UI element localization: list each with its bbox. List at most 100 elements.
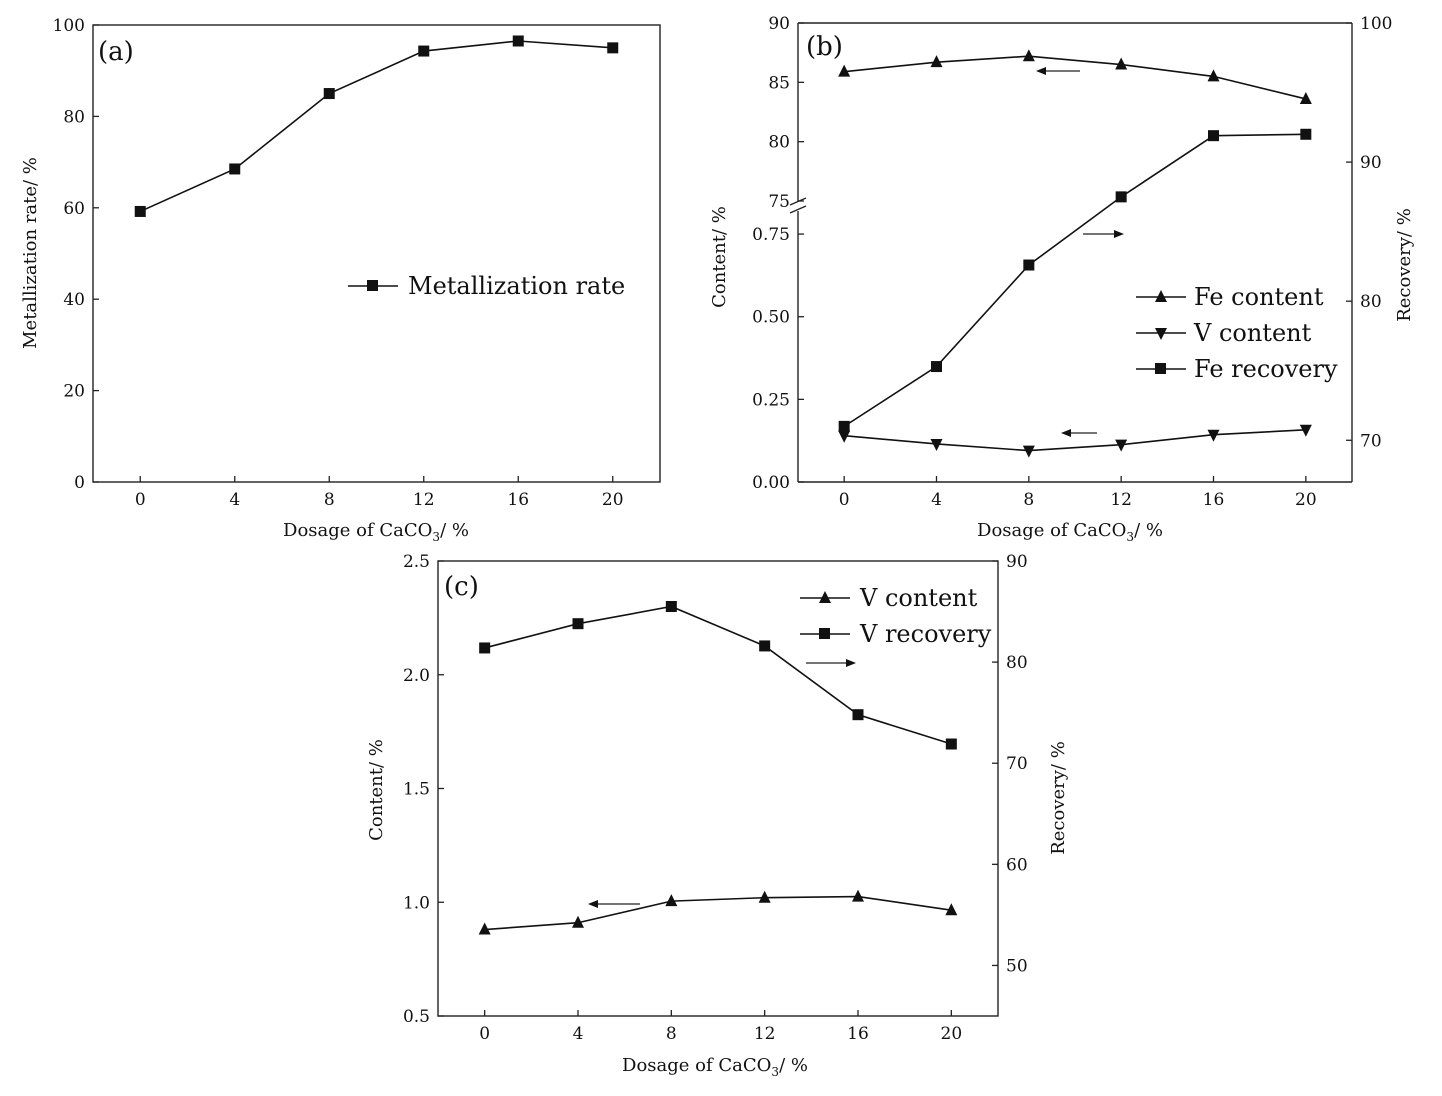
y-axis-lower-tick-label: 0.50 bbox=[752, 308, 790, 328]
fe-content-line bbox=[844, 55, 1307, 100]
panel-a-x-axis-title: Dosage of CaCO3/ % bbox=[283, 520, 469, 544]
fe-content-point bbox=[1299, 91, 1312, 104]
y-axis-lower-tick-label: 0.00 bbox=[752, 473, 790, 493]
v-content-point bbox=[665, 894, 678, 907]
v-recovery-point bbox=[572, 618, 584, 630]
panel-a-y-axis-title: Metallization rate/ % bbox=[20, 157, 41, 349]
panel-b-y2-axis-title: Recovery/ % bbox=[1394, 208, 1415, 322]
y-axis-tick-label: 0.5 bbox=[403, 1007, 430, 1027]
panel-a-label: (a) bbox=[98, 37, 134, 67]
x-axis-title-unit: / % bbox=[440, 520, 469, 541]
legend-label-v-content: V content bbox=[859, 584, 978, 612]
x-tick-label: 0 bbox=[479, 1024, 490, 1044]
x-tick-label: 0 bbox=[135, 490, 146, 510]
v-recovery-point bbox=[852, 709, 864, 721]
arrow-right-v-recovery bbox=[806, 659, 856, 667]
v-content-point bbox=[1115, 439, 1128, 452]
v-recovery-line bbox=[484, 605, 952, 745]
y-axis-upper-tick-label: 75 bbox=[768, 192, 790, 212]
legend-square-marker bbox=[367, 280, 378, 291]
metallization-rate-point bbox=[418, 45, 430, 57]
fe-recovery-point bbox=[1023, 259, 1035, 271]
x-tick-label: 12 bbox=[413, 490, 435, 510]
fe-recovery-point bbox=[931, 361, 942, 373]
v-content-point bbox=[852, 889, 864, 902]
x-tick-label: 8 bbox=[1023, 490, 1034, 510]
x-tick-label: 4 bbox=[229, 490, 240, 510]
v-content-line bbox=[844, 428, 1306, 452]
y-axis-tick-label: 1.5 bbox=[403, 780, 430, 800]
y2-axis-tick-label: 50 bbox=[1006, 956, 1028, 976]
x-axis-title-unit: / % bbox=[779, 1055, 808, 1076]
x-axis-title-subscript: 3 bbox=[432, 530, 440, 544]
legend-label-metallization-rate: Metallization rate bbox=[408, 272, 625, 300]
fe-content-point bbox=[1207, 69, 1220, 82]
metallization-rate-point bbox=[607, 42, 619, 54]
y2-axis-tick-label: 90 bbox=[1006, 552, 1028, 572]
x-axis-title-unit: / % bbox=[1134, 520, 1163, 541]
panel-b-x-axis-title: Dosage of CaCO3/ % bbox=[977, 520, 1163, 544]
arrow-left-v-content bbox=[588, 900, 640, 908]
y-axis-tick-label: 0 bbox=[74, 473, 85, 493]
v-recovery-point bbox=[945, 738, 957, 750]
x-axis-title-main: Dosage of CaCO bbox=[977, 520, 1126, 541]
panel-c-y2-axis-title: Recovery/ % bbox=[1048, 741, 1069, 855]
y-axis-tick-label: 100 bbox=[53, 16, 85, 36]
x-tick-label: 20 bbox=[941, 1024, 963, 1044]
x-tick-label: 12 bbox=[754, 1024, 776, 1044]
legend-square-marker bbox=[819, 628, 830, 639]
x-tick-label: 4 bbox=[573, 1024, 584, 1044]
v-recovery-point bbox=[665, 601, 677, 612]
panel-b-legend: Fe content V content Fe recovery bbox=[1136, 283, 1338, 383]
v-content-point bbox=[930, 438, 943, 451]
x-axis-title-subscript: 3 bbox=[1126, 530, 1134, 544]
fe-content-point bbox=[838, 64, 851, 77]
fe-content-point bbox=[1115, 57, 1128, 70]
y-axis-tick-label: 2.5 bbox=[403, 552, 430, 572]
fe-recovery-point bbox=[838, 420, 850, 432]
panel-b-y-axis-title: Content/ % bbox=[709, 206, 730, 308]
y-axis-tick-label: 2.0 bbox=[403, 666, 430, 686]
metallization-rate-point bbox=[229, 163, 241, 175]
arrow-left-v-content bbox=[1061, 429, 1097, 437]
legend-triangle-up-marker bbox=[819, 591, 831, 603]
legend-label-v-recovery: V recovery bbox=[859, 620, 992, 648]
y2-axis-tick-label: 60 bbox=[1006, 855, 1028, 875]
panel-c: (c) Content/ % Recovery/ % Dosage of CaC… bbox=[366, 552, 1069, 1079]
y2-axis-tick-label: 90 bbox=[1360, 153, 1382, 173]
panel-c-label: (c) bbox=[444, 572, 479, 602]
metallization-rate-point bbox=[323, 88, 335, 100]
v-content-point bbox=[478, 922, 491, 935]
fe-content-point bbox=[1022, 49, 1035, 62]
x-tick-label: 0 bbox=[839, 490, 850, 510]
y2-axis-tick-label: 70 bbox=[1006, 754, 1028, 774]
arrow-right-fe-recovery bbox=[1083, 230, 1124, 238]
y-axis-lower-tick-label: 0.25 bbox=[752, 390, 790, 410]
v-content-point bbox=[838, 430, 851, 443]
v-recovery-point bbox=[759, 640, 771, 652]
x-axis-title-main: Dosage of CaCO bbox=[622, 1055, 771, 1076]
x-tick-label: 20 bbox=[602, 490, 624, 510]
y-axis-tick-label: 20 bbox=[63, 382, 85, 402]
v-content-point bbox=[1022, 445, 1035, 458]
panel-a-legend: Metallization rate bbox=[348, 272, 625, 300]
y2-axis-tick-label: 80 bbox=[1360, 292, 1382, 312]
panel-a: (a) Metallization rate/ % Dosage of CaCO… bbox=[20, 16, 661, 544]
v-content-point bbox=[1299, 424, 1312, 437]
x-tick-label: 8 bbox=[324, 490, 335, 510]
fe-recovery-line bbox=[843, 133, 1306, 428]
v-content-point bbox=[1207, 429, 1220, 442]
arrow-left-fe-content bbox=[1036, 67, 1080, 75]
panel-a-plot-frame bbox=[92, 24, 661, 483]
y2-axis-tick-label: 100 bbox=[1360, 14, 1392, 34]
panel-c-y-axis-title: Content/ % bbox=[366, 739, 387, 841]
x-tick-label: 12 bbox=[1110, 490, 1132, 510]
y-axis-tick-label: 60 bbox=[63, 199, 85, 219]
legend-label-fe-content: Fe content bbox=[1194, 283, 1324, 311]
legend-label-v-content: V content bbox=[1193, 319, 1312, 347]
v-recovery-point bbox=[479, 642, 491, 654]
y-axis-tick-label: 80 bbox=[63, 107, 85, 127]
panel-c-legend: V content V recovery bbox=[800, 584, 992, 648]
panel-c-x-axis-title: Dosage of CaCO3/ % bbox=[622, 1055, 808, 1079]
fe-content-point bbox=[930, 55, 943, 68]
